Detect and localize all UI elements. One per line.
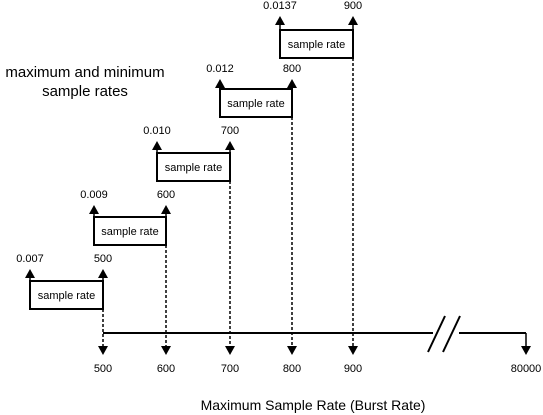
axis-tick-80000 [521, 333, 531, 355]
axis-tick-labels: 500 600 700 800 900 80000 [94, 363, 541, 375]
sample-rate-box [279, 29, 354, 59]
min-arrowhead [275, 16, 285, 25]
min-arrowhead [215, 79, 225, 88]
max-arrowhead [98, 269, 108, 278]
tier-3: sample rate 0.010 700 [143, 125, 239, 355]
sample-rate-box-label: sample rate [288, 39, 345, 51]
max-arrowhead [225, 141, 235, 150]
sample-rate-box [93, 216, 167, 246]
min-rate-label: 0.0137 [263, 0, 297, 12]
tier-1: sample rate 0.007 500 [16, 253, 112, 355]
sample-rate-box-label: sample rate [227, 98, 284, 110]
heading-line-2: sample rates [42, 83, 128, 100]
max-arrowhead [348, 16, 358, 25]
axis-tick-label: 800 [283, 363, 301, 375]
sample-rate-box-label: sample rate [101, 226, 158, 238]
max-rate-label: 600 [157, 189, 175, 201]
max-rate-label: 900 [344, 0, 362, 12]
axis-tick-label: 900 [344, 363, 362, 375]
axis-down-arrowhead [98, 346, 108, 355]
max-rate-label: 800 [283, 63, 301, 75]
axis-tick-label: 600 [157, 363, 175, 375]
sample-rate-box-label: sample rate [165, 162, 222, 174]
sample-rate-box [29, 280, 104, 310]
axis-title: Maximum Sample Rate (Burst Rate) [201, 397, 426, 413]
sample-rate-box-label: sample rate [38, 290, 95, 302]
axis-down-arrowhead [287, 346, 297, 355]
min-arrowhead [89, 205, 99, 214]
min-rate-label: 0.010 [143, 125, 171, 137]
min-rate-label: 0.009 [80, 189, 108, 201]
axis-tick-label: 80000 [511, 363, 542, 375]
tier-4: sample rate 0.012 800 [206, 63, 301, 355]
sample-rate-box [219, 88, 293, 118]
min-rate-label: 0.007 [16, 253, 44, 265]
min-arrowhead [25, 269, 35, 278]
max-arrowhead [161, 205, 171, 214]
axis-tick-label: 500 [94, 363, 112, 375]
min-arrowhead [152, 141, 162, 150]
sample-rate-box [156, 152, 231, 182]
tier-5: sample rate 0.0137 900 [263, 0, 362, 355]
heading-line-1: maximum and minimum [5, 64, 164, 81]
min-rate-label: 0.012 [206, 63, 234, 75]
axis-break-mark [427, 315, 461, 353]
tier-2: sample rate 0.009 600 [80, 189, 175, 355]
axis-down-arrowhead [161, 346, 171, 355]
axis-down-arrowhead [225, 346, 235, 355]
max-arrowhead [287, 79, 297, 88]
axis-tick-label: 700 [221, 363, 239, 375]
max-rate-label: 500 [94, 253, 112, 265]
axis-down-arrowhead [348, 346, 358, 355]
max-rate-label: 700 [221, 125, 239, 137]
